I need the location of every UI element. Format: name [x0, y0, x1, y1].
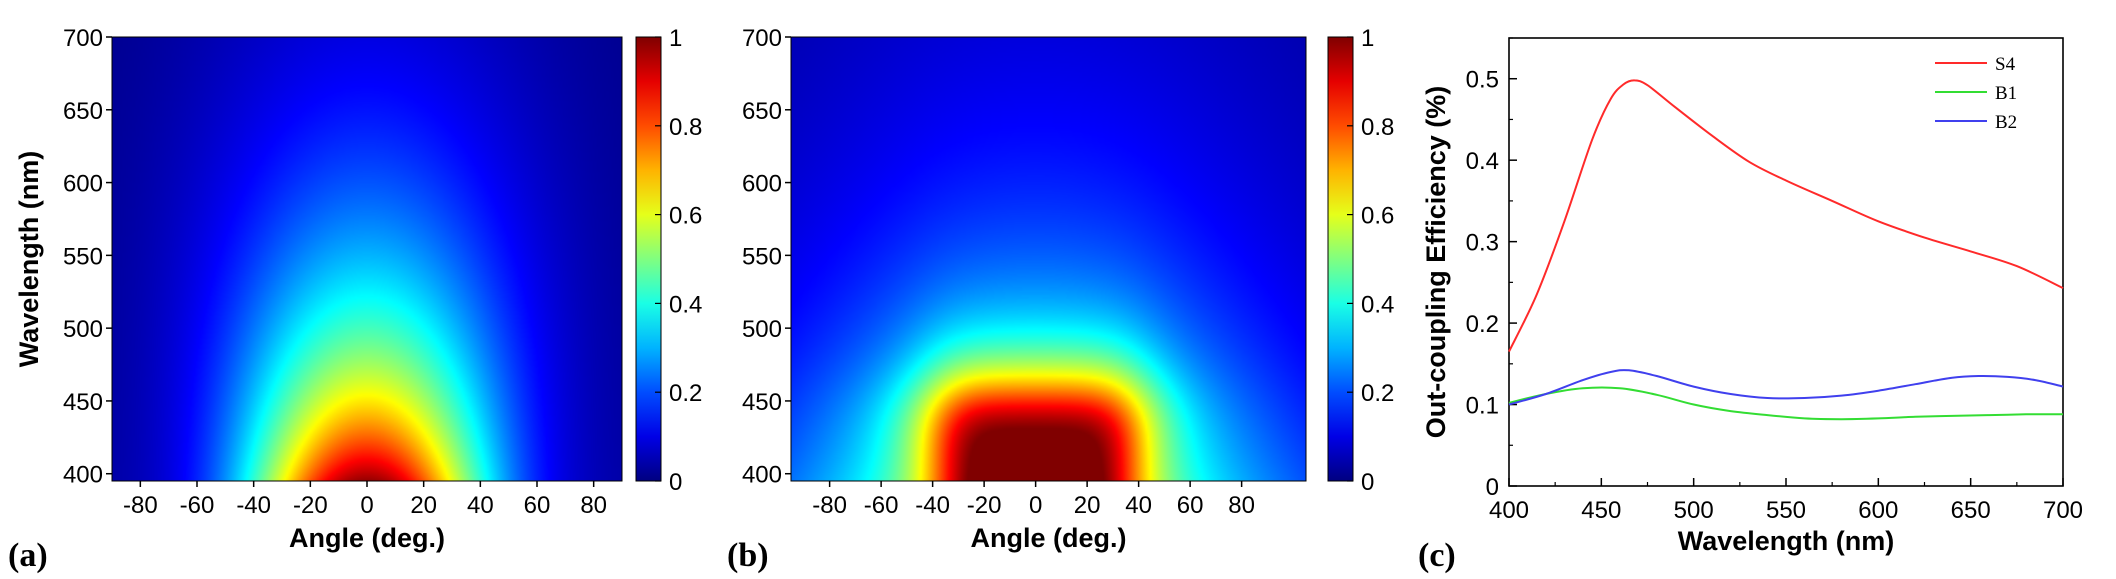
colorbar-tick-label: 0.2 [669, 380, 702, 407]
x-tick-label: 60 [1177, 492, 1204, 519]
x-tick-label: -20 [293, 492, 328, 519]
y-tick-label: 700 [742, 25, 782, 52]
y-tick-label: 500 [742, 316, 782, 343]
series-line-s4 [1508, 79, 2064, 353]
heatmap-panel-a: -80 -60 -40 -20 0 20 40 60 80 400 450 500 550 600 650 7… [8, 25, 702, 574]
legend-label-s4: S4 [1995, 54, 2016, 75]
y-tick-label: 0.2 [1466, 311, 1499, 338]
colorbar-tick-label: 0.6 [669, 203, 702, 230]
series-line-b2 [1508, 369, 2064, 406]
legend-label-b1: B1 [1995, 83, 2017, 104]
colorbar-tick-label: 1 [669, 25, 682, 52]
colorbar [635, 36, 662, 482]
colorbar-tick-label: 0.6 [1361, 203, 1394, 230]
x-tick-label: 80 [580, 492, 607, 519]
x-tick-label: 0 [360, 492, 373, 519]
y-tick-label: 0.4 [1466, 148, 1499, 175]
x-tick-label: 550 [1766, 497, 1806, 524]
x-tick-label: 20 [410, 492, 437, 519]
x-tick-label: 700 [2043, 497, 2083, 524]
x-tick-label: -40 [236, 492, 271, 519]
heatmap-image [112, 37, 622, 481]
colorbar-tick-label: 0.8 [1361, 114, 1394, 141]
y-tick-label: 650 [63, 98, 103, 125]
y-tick-label: 450 [63, 389, 103, 416]
x-axis-title: Wavelength (nm) [1678, 526, 1895, 556]
x-axis-title: Angle (deg.) [289, 523, 445, 553]
colorbar-tick-label: 0.4 [669, 291, 702, 318]
x-tick-label: 400 [1489, 497, 1529, 524]
y-tick-label: 400 [742, 462, 782, 489]
x-tick-label: 500 [1674, 497, 1714, 524]
y-tick-label: 650 [742, 98, 782, 125]
colorbar [1327, 36, 1354, 482]
y-tick-label: 450 [742, 389, 782, 416]
line-chart-panel-c: 400 450 500 550 600 650 700 0 0.1 0.2 0.3 0.4 0.5 S4 B… [1418, 37, 2083, 574]
y-tick-label: 600 [742, 171, 782, 198]
y-tick-label: 0.3 [1466, 230, 1499, 257]
x-tick-label: -80 [123, 492, 158, 519]
heatmap-panel-b: -80 -60 -40 -20 0 20 40 60 80 400 450 500 550 600 650 7… [727, 25, 1394, 574]
panel-label: (c) [1418, 537, 1456, 574]
series-line-b1 [1508, 386, 2064, 421]
panel-label: (b) [727, 537, 769, 574]
y-tick-label: 550 [63, 243, 103, 270]
plot-frame [790, 36, 1307, 482]
x-axis-title: Angle (deg.) [971, 523, 1127, 553]
y-axis-title: Wavelength (nm) [14, 151, 44, 368]
x-tick-label: 40 [467, 492, 494, 519]
x-tick-label: 450 [1581, 497, 1621, 524]
y-tick-label: 0 [1486, 474, 1499, 501]
x-tick-label: -40 [915, 492, 950, 519]
colorbar-tick-label: 0.4 [1361, 291, 1394, 318]
y-tick-label: 700 [63, 25, 103, 52]
colorbar-tick-label: 0 [1361, 469, 1374, 496]
colorbar-tick-label: 0.2 [1361, 380, 1394, 407]
x-tick-label: 40 [1125, 492, 1152, 519]
x-tick-label: 60 [524, 492, 551, 519]
x-tick-label: 650 [1951, 497, 1991, 524]
x-tick-label: -60 [864, 492, 899, 519]
y-tick-label: 0.1 [1466, 393, 1499, 420]
y-tick-label: 500 [63, 316, 103, 343]
y-tick-label: 550 [742, 243, 782, 270]
x-tick-label: -20 [967, 492, 1002, 519]
y-tick-label: 400 [63, 462, 103, 489]
legend-label-b2: B2 [1995, 112, 2017, 133]
plot-frame [1508, 37, 2064, 487]
heatmap-image [791, 37, 1306, 481]
x-tick-label: 0 [1029, 492, 1042, 519]
x-tick-label: 80 [1228, 492, 1255, 519]
x-tick-label: -80 [812, 492, 847, 519]
x-tick-label: 20 [1074, 492, 1101, 519]
y-axis-title: Out-coupling Efficiency (%) [1421, 86, 1451, 439]
colorbar-tick-label: 0 [669, 469, 682, 496]
y-tick-label: 600 [63, 171, 103, 198]
panel-label: (a) [8, 537, 48, 574]
x-tick-label: 600 [1858, 497, 1898, 524]
y-tick-label: 0.5 [1466, 67, 1499, 94]
x-tick-label: -60 [180, 492, 215, 519]
colorbar-tick-label: 0.8 [669, 114, 702, 141]
colorbar-tick-label: 1 [1361, 25, 1374, 52]
